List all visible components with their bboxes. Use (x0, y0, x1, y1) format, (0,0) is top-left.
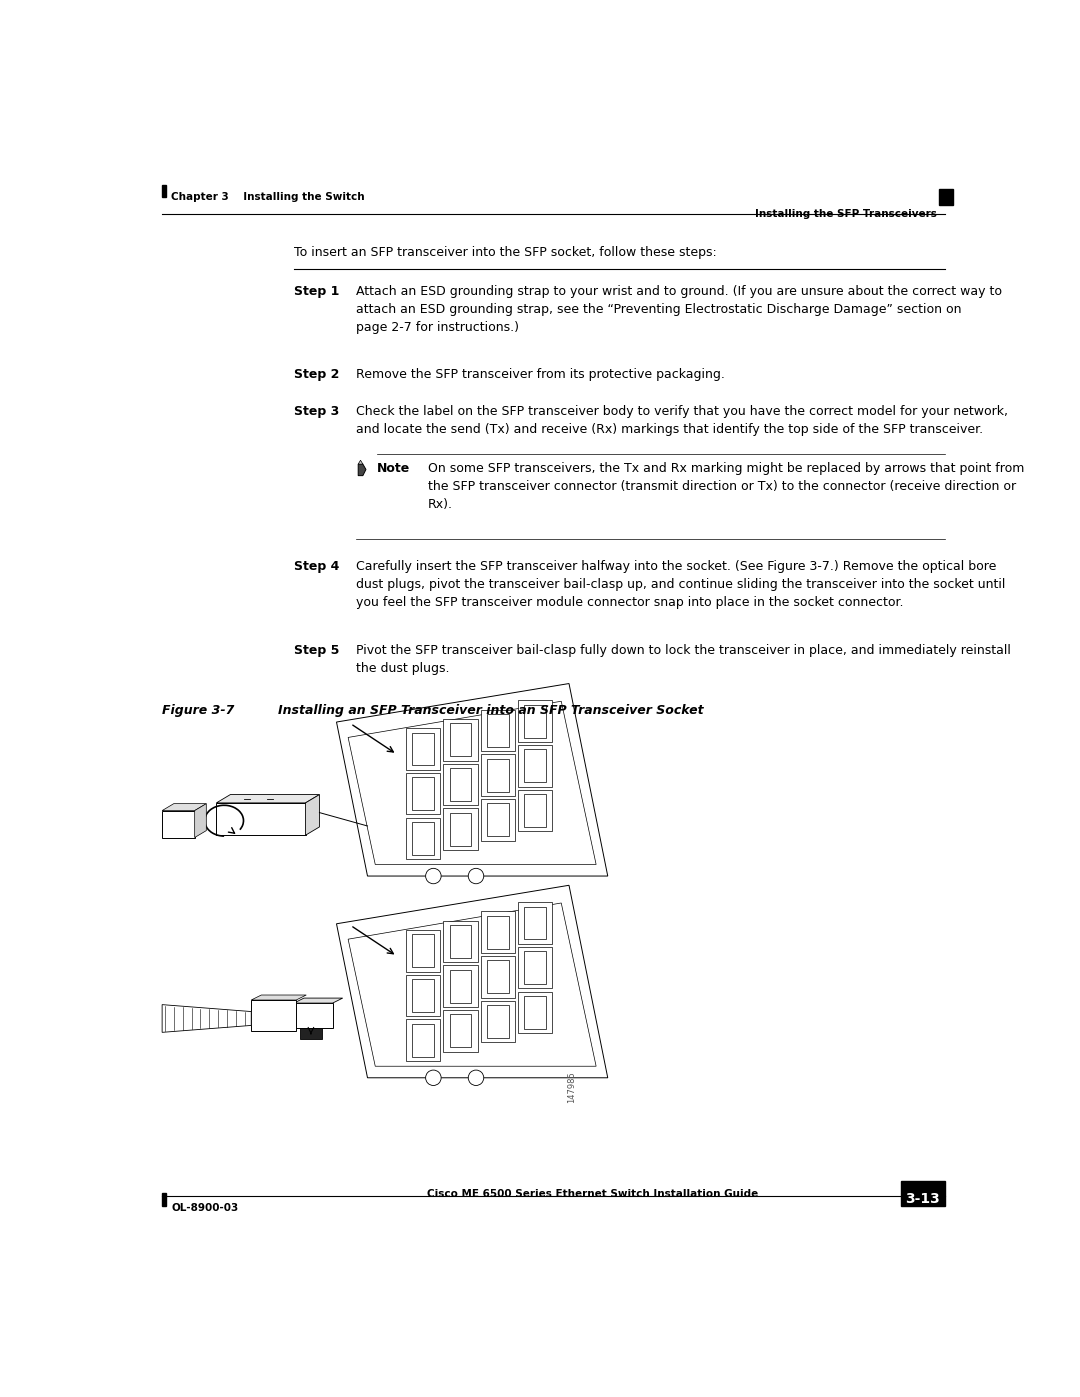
Polygon shape (252, 995, 307, 1000)
Text: Step 3: Step 3 (294, 405, 339, 418)
Polygon shape (444, 965, 477, 1007)
Polygon shape (162, 810, 194, 838)
Polygon shape (162, 1004, 252, 1032)
Polygon shape (517, 700, 552, 742)
Circle shape (426, 1070, 441, 1085)
Polygon shape (517, 745, 552, 787)
Polygon shape (481, 754, 515, 796)
Polygon shape (252, 1000, 296, 1031)
Text: Remove the SFP transceiver from its protective packaging.: Remove the SFP transceiver from its prot… (356, 367, 725, 381)
Text: OL-8900-03: OL-8900-03 (172, 1203, 239, 1213)
Polygon shape (481, 1000, 515, 1042)
Polygon shape (406, 1020, 441, 1060)
Polygon shape (444, 1010, 477, 1052)
Text: Pivot the SFP transceiver bail-clasp fully down to lock the transceiver in place: Pivot the SFP transceiver bail-clasp ful… (356, 644, 1011, 675)
Polygon shape (413, 732, 434, 766)
Text: Step 2: Step 2 (294, 367, 339, 381)
Text: Figure 3-7: Figure 3-7 (162, 704, 234, 717)
Polygon shape (517, 789, 552, 831)
Text: On some SFP transceivers, the Tx and Rx marking might be replaced by arrows that: On some SFP transceivers, the Tx and Rx … (428, 462, 1024, 511)
Polygon shape (294, 997, 342, 1003)
Polygon shape (524, 705, 545, 738)
Polygon shape (413, 777, 434, 810)
Bar (901, 1180, 945, 1206)
Polygon shape (413, 1024, 434, 1056)
Polygon shape (406, 930, 441, 971)
Text: Installing an SFP Transceiver into an SFP Transceiver Socket: Installing an SFP Transceiver into an SF… (279, 704, 704, 717)
Text: To insert an SFP transceiver into the SFP socket, follow these steps:: To insert an SFP transceiver into the SF… (294, 246, 717, 260)
Bar (939, 189, 953, 204)
Polygon shape (481, 956, 515, 997)
Text: Step 4: Step 4 (294, 560, 339, 573)
Text: Chapter 3    Installing the Switch: Chapter 3 Installing the Switch (172, 193, 365, 203)
Polygon shape (162, 803, 206, 810)
Text: Installing the SFP Transceivers: Installing the SFP Transceivers (755, 210, 937, 219)
Polygon shape (481, 799, 515, 841)
Polygon shape (413, 979, 434, 1011)
Text: Cisco ME 6500 Series Ethernet Switch Installation Guide: Cisco ME 6500 Series Ethernet Switch Ins… (427, 1189, 758, 1199)
Polygon shape (487, 803, 509, 837)
Polygon shape (413, 935, 434, 967)
Polygon shape (348, 902, 596, 1066)
Text: Step 1: Step 1 (294, 285, 339, 298)
Polygon shape (517, 947, 552, 989)
Polygon shape (449, 970, 471, 1003)
Polygon shape (444, 764, 477, 805)
Polygon shape (406, 817, 441, 859)
Polygon shape (348, 701, 596, 865)
Polygon shape (487, 714, 509, 747)
Polygon shape (524, 749, 545, 782)
Polygon shape (294, 1003, 333, 1028)
Polygon shape (524, 951, 545, 983)
Polygon shape (300, 1028, 322, 1038)
Text: 147985: 147985 (567, 1071, 577, 1104)
Circle shape (469, 869, 484, 884)
Text: Carefully insert the SFP transceiver halfway into the socket. (See Figure 3-7.) : Carefully insert the SFP transceiver hal… (356, 560, 1005, 609)
Polygon shape (517, 902, 552, 944)
Polygon shape (216, 795, 320, 803)
Polygon shape (524, 996, 545, 1028)
Polygon shape (216, 803, 306, 835)
Polygon shape (524, 907, 545, 940)
Polygon shape (449, 925, 471, 958)
Text: Check the label on the SFP transceiver body to verify that you have the correct : Check the label on the SFP transceiver b… (356, 405, 1008, 436)
Polygon shape (359, 464, 366, 475)
Text: 3-13: 3-13 (905, 1192, 941, 1206)
Polygon shape (306, 795, 320, 835)
Text: Step 5: Step 5 (294, 644, 339, 657)
Polygon shape (481, 710, 515, 752)
Polygon shape (337, 886, 608, 1077)
Polygon shape (449, 1014, 471, 1048)
Polygon shape (449, 724, 471, 756)
Polygon shape (449, 768, 471, 800)
Polygon shape (524, 793, 545, 827)
Polygon shape (406, 773, 441, 814)
Polygon shape (406, 975, 441, 1016)
Polygon shape (337, 683, 608, 876)
Circle shape (426, 869, 441, 884)
Polygon shape (449, 813, 471, 845)
Text: Attach an ESD grounding strap to your wrist and to ground. (If you are unsure ab: Attach an ESD grounding strap to your wr… (356, 285, 1002, 334)
Polygon shape (487, 759, 509, 792)
Polygon shape (487, 916, 509, 949)
Polygon shape (444, 719, 477, 760)
Polygon shape (487, 960, 509, 993)
Polygon shape (487, 1004, 509, 1038)
Circle shape (469, 1070, 484, 1085)
Polygon shape (406, 728, 441, 770)
Polygon shape (444, 921, 477, 963)
Polygon shape (359, 460, 363, 464)
Polygon shape (481, 911, 515, 953)
Polygon shape (194, 803, 206, 838)
Text: Note: Note (377, 462, 410, 475)
Polygon shape (413, 821, 434, 855)
Bar (162, 184, 166, 197)
Polygon shape (444, 809, 477, 849)
Bar (162, 1193, 166, 1206)
Polygon shape (517, 992, 552, 1034)
